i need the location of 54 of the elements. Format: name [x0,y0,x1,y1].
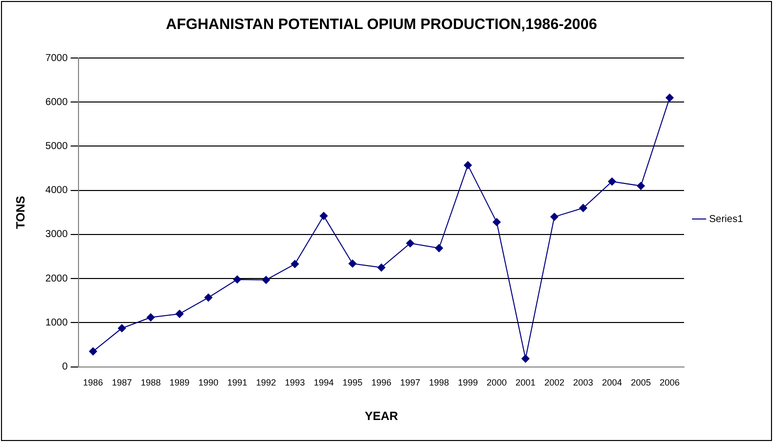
x-tick-label: 2003 [573,378,594,388]
x-tick-label: 1987 [112,378,132,388]
point [89,347,98,356]
y-tick-label: 7000 [45,52,68,64]
point [176,310,184,318]
x-tick-label: 2004 [602,378,622,388]
x-tick-label: 2000 [486,378,507,388]
point [348,260,357,268]
point [522,354,530,363]
x-tick-label: 1992 [256,378,276,388]
point [377,264,386,272]
point [492,218,501,226]
point [146,313,155,322]
y-tick-label: 5000 [45,140,68,152]
point [118,324,126,332]
x-tick-label: 2002 [544,378,564,388]
y-tick-label: 1000 [45,317,68,328]
x-tick-label: 1993 [284,378,305,388]
y-tick-label: 3000 [45,229,68,240]
y-tick-label: 4000 [45,185,68,196]
point [233,275,242,284]
point [608,178,616,186]
y-axis-title: TONS [14,196,28,229]
point [464,161,472,170]
point [262,276,270,284]
chart-title: AFGHANISTAN POTENTIAL OPIUM PRODUCTION,1986-2006 [166,16,598,34]
x-tick-label: 1986 [83,378,104,388]
x-tick-label: 1990 [198,378,218,388]
point [550,212,558,221]
point [406,239,414,248]
x-tick-label: 1994 [314,378,334,388]
x-axis-title: YEAR [364,409,398,424]
point [579,204,588,212]
y-tick-label: 2000 [45,273,68,284]
x-tick-label: 1996 [371,378,392,388]
x-tick-label: 2005 [630,378,651,388]
x-tick-label: 1997 [400,378,420,388]
legend-label: Series1 [709,214,744,225]
point [666,94,674,102]
x-tick-label: 1998 [429,378,450,388]
y-tick-label: 6000 [45,96,68,108]
x-tick-label: 1999 [458,378,478,388]
x-tick-label: 1988 [140,378,161,388]
x-tick-label: 1995 [342,378,363,388]
x-tick-label: 2006 [660,378,680,388]
point [636,182,645,190]
point [204,294,212,302]
point [290,260,299,268]
point [320,212,328,220]
x-tick-label: 1991 [227,378,248,388]
x-tick-label: 2001 [516,378,536,388]
point [435,244,444,252]
y-tick-label: 0 [62,362,68,373]
x-tick-label: 1989 [170,378,190,388]
